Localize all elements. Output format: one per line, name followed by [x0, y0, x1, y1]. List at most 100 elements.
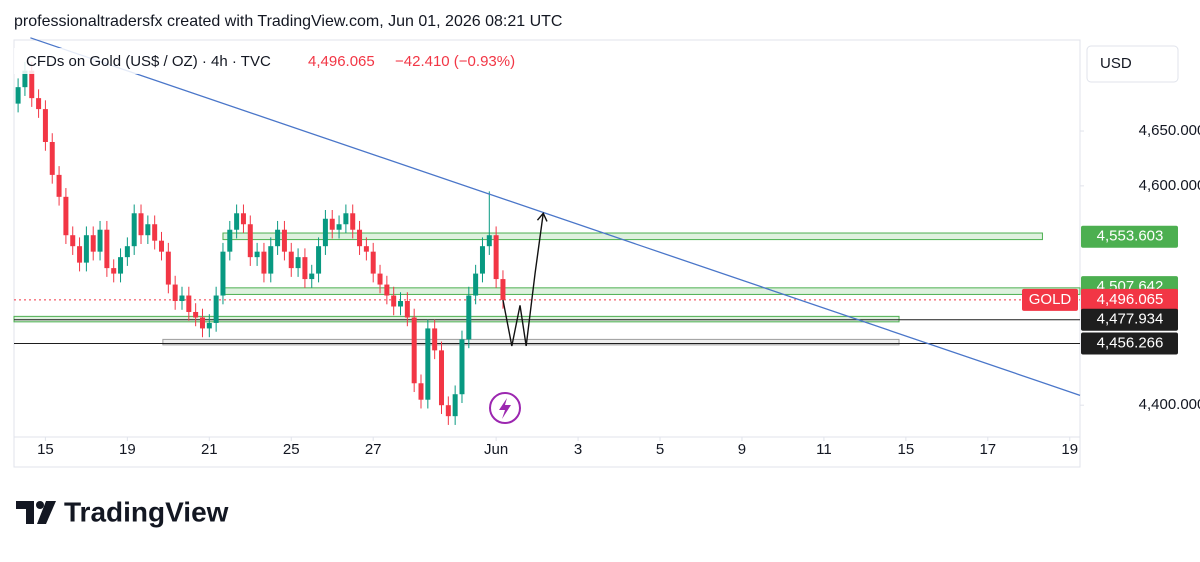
candle-body: [404, 301, 410, 318]
candle-body: [227, 229, 233, 252]
candle-body: [261, 251, 267, 274]
candle-body: [268, 246, 274, 274]
x-tick-label: 21: [201, 441, 218, 458]
candle-body: [350, 213, 356, 230]
symbol-tag-bg: [1022, 288, 1078, 311]
candle-body: [83, 235, 89, 263]
price-label: 4,553.603: [1097, 228, 1164, 245]
zone: [222, 232, 1043, 241]
candle-body: [445, 405, 451, 417]
candle-body: [138, 213, 144, 236]
candle-body: [179, 295, 185, 302]
candle-body: [432, 328, 438, 351]
header: professionaltradersfx created with Tradi…: [14, 13, 562, 30]
x-tick-label: 25: [283, 441, 300, 458]
legend-title: CFDs on Gold (US$ / OZ) · 4h · TVC: [26, 53, 271, 70]
candle-body: [111, 268, 117, 274]
candle-body: [63, 196, 69, 236]
candle-body: [70, 235, 76, 247]
legend-price: 4,496.065: [308, 53, 375, 70]
candle-body: [213, 295, 219, 323]
candle-body: [295, 257, 301, 269]
y-tick-label: 4,650.000: [1139, 122, 1200, 139]
candle-body: [206, 322, 212, 329]
plot: [13, 37, 1081, 425]
candle-body: [90, 235, 96, 252]
candle-body: [56, 174, 62, 197]
candle-body: [275, 229, 281, 247]
x-tick-label: 15: [898, 441, 915, 458]
candle-body: [363, 246, 369, 252]
candle-body: [329, 218, 335, 230]
candle-body: [42, 109, 48, 142]
candle-body: [370, 251, 376, 274]
candle-body: [316, 246, 322, 274]
candle-body: [234, 213, 240, 230]
candle-body: [288, 251, 294, 269]
candle-body: [36, 98, 42, 110]
alert-icon[interactable]: [489, 392, 521, 424]
candle-body: [466, 295, 472, 340]
candle-body: [302, 257, 308, 280]
projection: [502, 213, 544, 347]
price-label: 4,456.266: [1097, 334, 1164, 351]
candle-body: [152, 224, 158, 241]
candle-body: [49, 141, 55, 175]
candle-body: [145, 224, 151, 236]
pane-border: [13, 39, 1081, 468]
logo: TradingView: [64, 496, 229, 527]
trendline: [30, 37, 1081, 396]
candle-body: [391, 295, 397, 307]
candle-body: [254, 251, 260, 258]
candle-body: [118, 257, 124, 274]
price-label: 4,477.934: [1097, 311, 1164, 328]
currency-box[interactable]: [1086, 45, 1179, 83]
candle-body: [425, 328, 431, 400]
x-tick-label: Jun: [484, 441, 508, 458]
candle-body: [124, 246, 130, 258]
candle-body: [199, 317, 205, 329]
x-tick-label: 17: [979, 441, 996, 458]
candle-body: [193, 311, 199, 318]
candle-body: [357, 229, 363, 247]
legend-change: −42.410 (−0.93%): [395, 53, 515, 70]
candle-body: [411, 317, 417, 384]
currency: USD: [1100, 55, 1132, 72]
projection-arrowhead: [536, 211, 548, 222]
candle-body: [247, 224, 253, 258]
candle-body: [493, 235, 499, 280]
price-label-bg: [1081, 332, 1178, 355]
zone: [13, 315, 900, 323]
zone: [162, 338, 900, 346]
candle-body: [479, 246, 485, 274]
candle-body: [172, 284, 178, 302]
price-label-bg: [1081, 225, 1178, 248]
candle-body: [438, 350, 444, 406]
x-tick-label: 27: [365, 441, 382, 458]
x-tick-label: 15: [37, 441, 54, 458]
candle-body: [165, 251, 171, 285]
candle-body: [500, 279, 506, 300]
candle-body: [322, 218, 328, 247]
candle-body: [398, 301, 404, 307]
candle-body: [104, 229, 110, 269]
candle-body: [159, 240, 165, 252]
y-tick-label: 4,400.000: [1139, 396, 1200, 413]
candle-body: [486, 235, 492, 247]
x-tick-label: 5: [656, 441, 664, 458]
candle-body: [473, 273, 479, 296]
candle-body: [418, 383, 424, 400]
candle-body: [29, 70, 35, 99]
legend-bg: [14, 48, 544, 74]
x-tick-label: 11: [816, 441, 832, 458]
candle-body: [309, 273, 315, 280]
x-tick-label: 19: [119, 441, 136, 458]
candle-body: [384, 284, 390, 296]
candle-body: [240, 213, 246, 225]
candle-body: [336, 224, 342, 230]
logo-mark: [16, 501, 56, 524]
y-tick-label: 4,600.000: [1139, 177, 1200, 194]
symbol-tag: GOLD: [1029, 291, 1072, 308]
candle-body: [377, 273, 383, 285]
